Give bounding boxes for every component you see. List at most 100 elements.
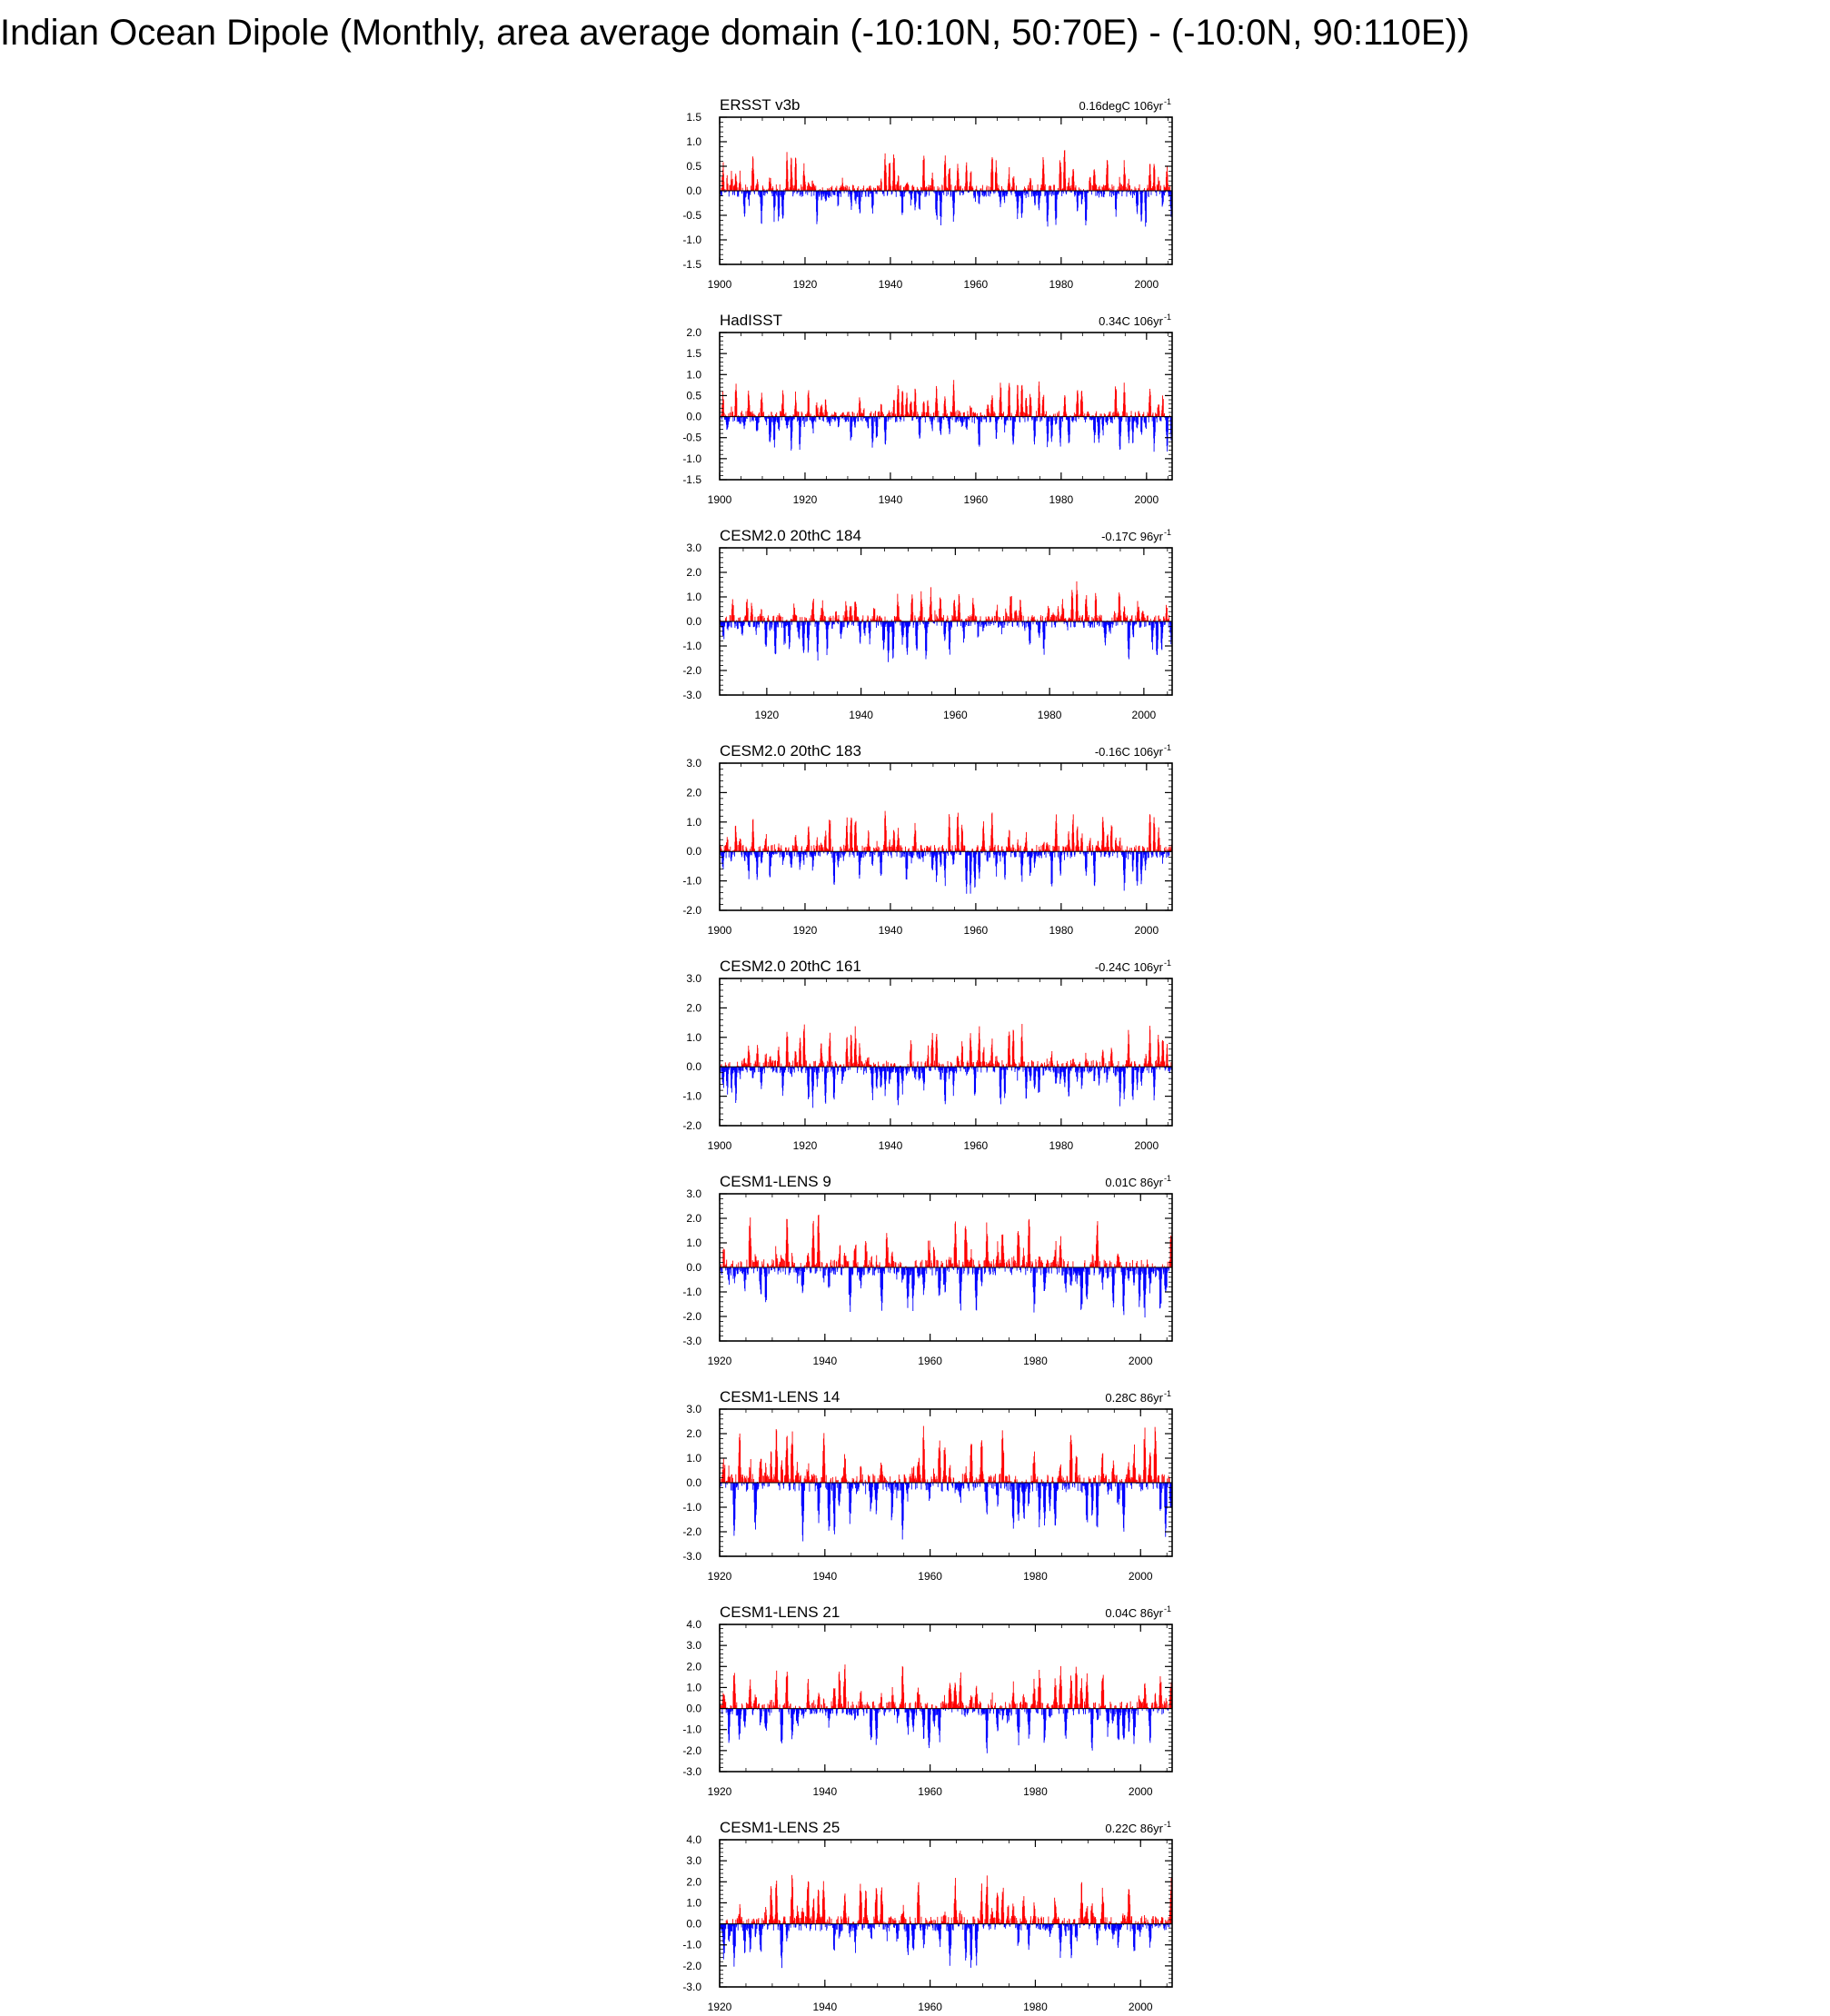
negative-bar bbox=[998, 621, 999, 628]
positive-bar bbox=[911, 185, 913, 191]
positive-bar bbox=[963, 412, 965, 417]
negative-bar bbox=[1102, 191, 1104, 197]
positive-bar bbox=[1049, 185, 1051, 191]
negative-bar bbox=[793, 416, 794, 420]
negative-bar bbox=[728, 416, 729, 425]
negative-bar bbox=[954, 851, 956, 854]
negative-bar bbox=[1114, 416, 1116, 420]
negative-bar bbox=[793, 191, 795, 193]
negative-bar bbox=[1139, 621, 1141, 628]
positive-bar bbox=[742, 849, 744, 852]
negative-bar bbox=[1098, 191, 1099, 194]
positive-bar bbox=[946, 414, 948, 417]
positive-bar bbox=[783, 409, 784, 417]
negative-bar bbox=[753, 851, 755, 854]
negative-bar bbox=[982, 416, 984, 420]
negative-bar bbox=[1015, 851, 1017, 858]
negative-bar bbox=[785, 416, 786, 422]
negative-bar bbox=[1107, 621, 1109, 625]
positive-bar bbox=[1118, 186, 1119, 191]
positive-bar bbox=[806, 412, 808, 417]
negative-bar bbox=[1135, 416, 1137, 423]
negative-bar bbox=[870, 191, 871, 194]
positive-bar bbox=[739, 838, 741, 852]
negative-bar bbox=[781, 851, 783, 857]
positive-bar bbox=[941, 617, 943, 621]
negative-bar bbox=[924, 191, 926, 197]
negative-bar bbox=[818, 621, 820, 631]
negative-bar bbox=[761, 851, 763, 855]
positive-bar bbox=[852, 847, 853, 852]
positive-bar bbox=[1119, 184, 1121, 191]
negative-bar bbox=[977, 191, 979, 196]
positive-bar bbox=[761, 412, 763, 417]
negative-bar bbox=[1136, 621, 1138, 625]
negative-bar bbox=[781, 416, 782, 421]
negative-bar bbox=[1132, 191, 1134, 198]
positive-bar bbox=[930, 184, 931, 191]
positive-bar bbox=[722, 400, 724, 417]
x-tick-label: 2000 bbox=[1134, 278, 1159, 291]
negative-bar bbox=[911, 191, 912, 200]
positive-bar bbox=[861, 412, 863, 417]
positive-bar bbox=[997, 604, 999, 621]
negative-bar bbox=[943, 416, 945, 421]
positive-bar bbox=[830, 415, 832, 417]
positive-bar bbox=[861, 619, 863, 621]
positive-bar bbox=[999, 617, 1000, 621]
positive-bar bbox=[753, 849, 755, 852]
negative-bar bbox=[1101, 621, 1103, 627]
negative-bar bbox=[971, 416, 973, 422]
negative-bar bbox=[904, 191, 906, 194]
positive-bar bbox=[1011, 186, 1012, 191]
negative-bar bbox=[1125, 416, 1127, 422]
negative-bar bbox=[792, 416, 794, 421]
negative-bar bbox=[724, 191, 726, 193]
positive-bar bbox=[950, 620, 952, 621]
positive-bar bbox=[1134, 186, 1136, 191]
positive-bar bbox=[1033, 616, 1035, 621]
negative-bar bbox=[951, 621, 952, 628]
positive-bar bbox=[741, 187, 743, 191]
positive-bar bbox=[726, 174, 728, 191]
negative-bar bbox=[786, 621, 788, 626]
negative-bar bbox=[1138, 191, 1139, 205]
negative-bar bbox=[1092, 621, 1094, 628]
positive-bar bbox=[918, 617, 920, 621]
positive-bar bbox=[1072, 609, 1074, 621]
negative-bar bbox=[1112, 621, 1114, 625]
positive-bar bbox=[975, 617, 977, 621]
positive-bar bbox=[1083, 189, 1085, 191]
positive-bar bbox=[732, 850, 733, 852]
positive-bar bbox=[938, 848, 939, 852]
negative-bar bbox=[917, 621, 919, 626]
negative-bar bbox=[919, 851, 920, 859]
y-tick-label: 0.0 bbox=[686, 184, 701, 197]
positive-bar bbox=[1108, 184, 1109, 191]
positive-bar bbox=[932, 179, 934, 191]
positive-bar bbox=[1163, 616, 1165, 621]
negative-bar bbox=[749, 191, 751, 194]
negative-bar bbox=[1155, 416, 1157, 419]
negative-bar bbox=[1031, 191, 1033, 194]
negative-bar bbox=[926, 191, 928, 195]
negative-bar bbox=[860, 416, 861, 421]
positive-bar bbox=[792, 845, 794, 852]
negative-bar bbox=[862, 191, 863, 193]
positive-bar bbox=[955, 185, 957, 191]
negative-bar bbox=[1037, 416, 1039, 418]
positive-bar bbox=[781, 616, 783, 621]
negative-bar bbox=[1056, 191, 1058, 218]
negative-bar bbox=[765, 191, 767, 194]
positive-bar bbox=[1142, 611, 1144, 621]
negative-bar bbox=[782, 191, 784, 216]
positive-bar bbox=[1040, 184, 1042, 191]
positive-bar bbox=[746, 186, 748, 191]
positive-bar bbox=[1066, 186, 1068, 191]
positive-bar bbox=[920, 186, 922, 191]
positive-bar bbox=[804, 184, 806, 191]
negative-bar bbox=[1108, 416, 1109, 421]
positive-bar bbox=[747, 189, 749, 191]
negative-bar bbox=[1005, 416, 1007, 426]
positive-bar bbox=[749, 849, 751, 852]
